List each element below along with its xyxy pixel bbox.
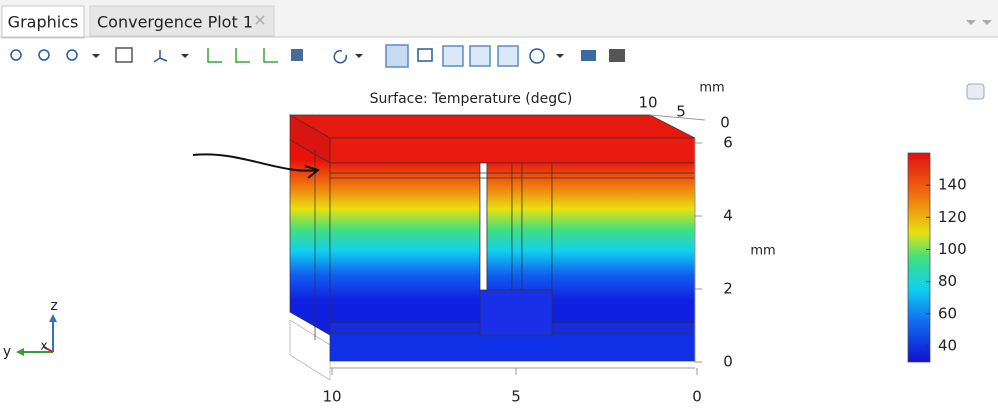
toggle-active[interactable] <box>497 45 519 67</box>
axis-tick-label: 5 <box>676 103 686 121</box>
toggle[interactable] <box>417 48 433 62</box>
axis-tick-label: 10 <box>638 94 657 112</box>
triad-label: x <box>40 339 47 353</box>
axis-tick-label: 5 <box>511 388 521 406</box>
axis-unit: mm <box>699 81 724 96</box>
plot-title: Surface: Temperature (degC) <box>370 91 573 107</box>
reset-view[interactable] <box>333 50 347 64</box>
axis-tick-label: 2 <box>723 280 733 298</box>
dropdown[interactable] <box>556 54 564 58</box>
dropdown[interactable] <box>92 54 100 58</box>
zoom-extents[interactable] <box>115 47 133 63</box>
toggle-active[interactable] <box>385 44 409 68</box>
model-geometry <box>288 114 696 381</box>
axis-tick-label: 0 <box>720 114 730 132</box>
scene-light[interactable] <box>291 49 303 61</box>
print[interactable] <box>609 49 625 62</box>
axis-tick-label: 0 <box>723 353 733 371</box>
zoom-box[interactable] <box>66 49 78 61</box>
tab-menu[interactable] <box>966 20 992 25</box>
colorbar-tick-label: 40 <box>938 336 957 354</box>
render[interactable] <box>529 48 545 64</box>
colorbar <box>907 152 931 363</box>
colorbar-tick-label: 120 <box>938 208 967 226</box>
dropdown[interactable] <box>181 54 189 58</box>
snapshot[interactable] <box>581 50 596 61</box>
colorbar-tick-label: 140 <box>938 176 967 194</box>
toggle-active[interactable] <box>442 45 464 67</box>
axis-lines <box>330 114 706 369</box>
zoom-in[interactable] <box>10 49 22 61</box>
view-yz[interactable] <box>235 48 250 63</box>
zoom-out[interactable] <box>38 49 50 61</box>
tab[interactable] <box>89 5 275 37</box>
toolbar <box>10 44 625 68</box>
axis-triad <box>16 314 57 356</box>
colorbar-tick-label: 100 <box>938 240 967 258</box>
view-xz[interactable] <box>263 48 278 63</box>
toggle-active[interactable] <box>469 45 491 67</box>
triad-label: y <box>3 344 11 360</box>
axes-view[interactable] <box>153 50 168 63</box>
axis-unit: mm <box>750 244 775 259</box>
triad-label: z <box>50 298 57 314</box>
view-xy[interactable] <box>207 48 222 63</box>
tab-label[interactable]: Graphics <box>8 13 79 32</box>
tab-active[interactable] <box>1 5 85 39</box>
settings-icon[interactable] <box>966 83 985 100</box>
axis-tick-label: 6 <box>723 134 733 152</box>
tab-close[interactable] <box>255 15 265 25</box>
axis-tick-label: 10 <box>322 388 341 406</box>
colorbar-tick-label: 80 <box>938 272 957 290</box>
axis-tick-label: 0 <box>692 388 702 406</box>
annotation-arrow <box>192 153 321 179</box>
axis-tick-label: 4 <box>723 207 733 225</box>
colorbar-tick-label: 60 <box>938 304 957 322</box>
dropdown[interactable] <box>355 54 363 58</box>
tab-label[interactable]: Convergence Plot 1 <box>97 13 253 32</box>
